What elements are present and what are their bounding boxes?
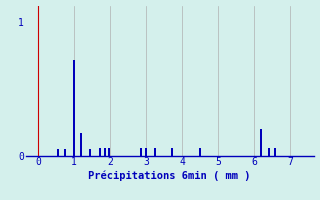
X-axis label: Précipitations 6min ( mm ): Précipitations 6min ( mm ) bbox=[88, 170, 251, 181]
Bar bbox=[140, 148, 142, 156]
Bar bbox=[80, 133, 83, 156]
Bar bbox=[260, 129, 262, 156]
Bar bbox=[104, 148, 106, 156]
Bar bbox=[171, 148, 173, 156]
Bar bbox=[89, 149, 92, 156]
Bar bbox=[268, 148, 270, 156]
Bar bbox=[73, 60, 75, 156]
Bar bbox=[145, 148, 147, 156]
Bar bbox=[199, 148, 201, 156]
Bar bbox=[274, 148, 276, 156]
Bar bbox=[64, 149, 66, 156]
Bar bbox=[99, 148, 101, 156]
Bar bbox=[57, 149, 59, 156]
Bar bbox=[154, 148, 156, 156]
Bar bbox=[108, 148, 110, 156]
